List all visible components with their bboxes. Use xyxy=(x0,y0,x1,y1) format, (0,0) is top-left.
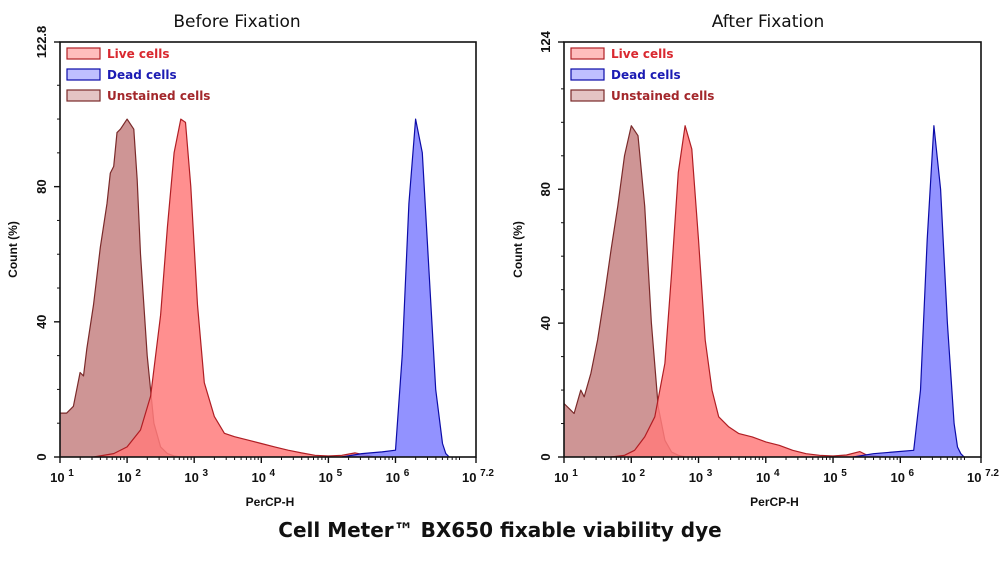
x-tick-label: 10 4 xyxy=(251,468,275,485)
panel-before-fixation: Before Fixation 10 1 10 2 10 3 10 4 10 5 10 6 1… xyxy=(6,12,494,509)
legend-label-dead-cells: Dead cells xyxy=(107,68,177,82)
x-tick-label: 10 2 xyxy=(621,468,645,485)
x-tick-label: 10 6 xyxy=(890,468,914,485)
y-tick-label: 124 xyxy=(538,30,553,52)
y-tick-label: 80 xyxy=(34,179,49,193)
y-tick-label: 122.8 xyxy=(34,26,49,59)
legend-item-dead-cells: Dead cells xyxy=(66,68,177,82)
legend-label-live-cells: Live cells xyxy=(611,47,674,61)
legend-swatch-dead-cells xyxy=(66,68,101,81)
chart-title: After Fixation xyxy=(712,12,825,32)
legend-swatch-live-cells xyxy=(66,47,101,60)
legend-label-unstained-cells: Unstained cells xyxy=(107,89,210,103)
x-tick-label: 10 5 xyxy=(823,468,847,485)
x-axis-label: PerCP-H xyxy=(246,495,295,509)
legend-item-live-cells: Live cells xyxy=(570,47,674,61)
x-tick-label: 10 3 xyxy=(689,468,713,485)
panel-after-fixation: After Fixation 10 1 10 2 10 3 10 4 10 5 10 6 10… xyxy=(511,12,999,509)
series-area-dead-cells xyxy=(341,119,450,457)
series-area-unstained-cells xyxy=(60,119,181,457)
x-tick-label: 10 6 xyxy=(386,468,410,485)
y-axis-label: Count (%) xyxy=(511,221,525,278)
legend-swatch-dead-cells xyxy=(570,68,605,81)
series-area-live-cells xyxy=(611,125,887,457)
x-tick-label: 10 4 xyxy=(756,468,780,485)
legend: Live cells Dead cells Unstained cells xyxy=(66,47,210,103)
legend-swatch-live-cells xyxy=(570,47,605,60)
series-area-dead-cells xyxy=(853,125,965,457)
y-axis-label: Count (%) xyxy=(6,221,20,278)
y-tick-label: 40 xyxy=(538,316,553,330)
x-tick-label: 10 7.2 xyxy=(967,468,999,485)
chart-title: Before Fixation xyxy=(173,12,300,32)
x-tick-label: 10 2 xyxy=(117,468,141,485)
series-line-live-cells xyxy=(93,118,376,458)
series-line-live-cells xyxy=(611,125,887,458)
legend-swatch-unstained-cells xyxy=(66,89,101,102)
y-tick-label: 0 xyxy=(34,453,49,460)
axes-frame xyxy=(563,41,982,458)
legend-item-unstained-cells: Unstained cells xyxy=(66,89,210,103)
y-tick-label: 0 xyxy=(538,453,553,460)
y-tick-label: 80 xyxy=(538,182,553,196)
legend-item-live-cells: Live cells xyxy=(66,47,170,61)
x-tick-label: 10 1 xyxy=(50,468,74,485)
series-line-dead-cells xyxy=(341,118,450,458)
legend-label-live-cells: Live cells xyxy=(107,47,170,61)
figure-caption: Cell Meter™ BX650 fixable viability dye xyxy=(278,518,722,542)
legend-swatch-unstained-cells xyxy=(570,89,605,102)
legend-item-unstained-cells: Unstained cells xyxy=(570,89,714,103)
series-area-live-cells xyxy=(93,119,376,457)
x-tick-label: 10 7.2 xyxy=(462,468,494,485)
legend: Live cells Dead cells Unstained cells xyxy=(570,47,714,103)
x-tick-label: 10 5 xyxy=(319,468,343,485)
x-tick-label: 10 1 xyxy=(554,468,578,485)
series-area-unstained-cells xyxy=(564,125,686,457)
legend-label-dead-cells: Dead cells xyxy=(611,68,681,82)
x-tick-label: 10 3 xyxy=(184,468,208,485)
axes-frame xyxy=(59,41,477,458)
legend-label-unstained-cells: Unstained cells xyxy=(611,89,714,103)
x-axis-label: PerCP-H xyxy=(750,495,799,509)
legend-item-dead-cells: Dead cells xyxy=(570,68,681,82)
series-line-dead-cells xyxy=(853,125,965,458)
y-tick-label: 40 xyxy=(34,315,49,329)
